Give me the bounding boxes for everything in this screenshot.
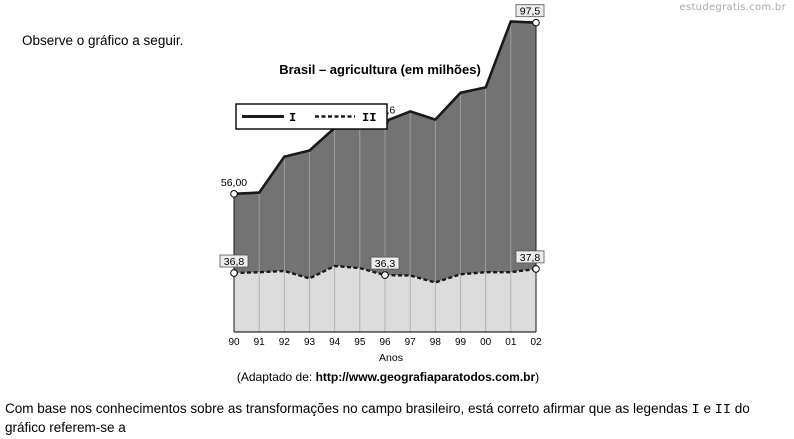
data-label-box <box>515 250 545 264</box>
data-marker <box>230 269 238 277</box>
x-tick-label: 95 <box>354 337 366 348</box>
chart-legend: I II <box>235 103 388 130</box>
data-label: 36,8 <box>224 256 245 268</box>
x-tick-label: 99 <box>455 337 467 348</box>
x-axis-label: Anos <box>379 352 403 364</box>
data-marker <box>532 18 540 27</box>
x-tick-label: 90 <box>228 337 240 348</box>
x-tick-label: 96 <box>379 337 391 348</box>
source-suffix: ) <box>535 370 539 384</box>
data-label-box <box>515 4 545 18</box>
legend-label-series-2: II <box>362 111 376 125</box>
x-tick-label: 92 <box>279 337 291 348</box>
data-label: 97,5 <box>520 6 541 18</box>
data-label: 56,00 <box>221 177 247 189</box>
question-part-2: e <box>699 401 715 416</box>
x-tick-label: 00 <box>480 337 492 348</box>
question-part-1: Com base nos conhecimentos sobre as tran… <box>5 401 692 416</box>
source-note: (Adaptado de: http://www.geografiaparato… <box>237 370 539 384</box>
x-tick-label: 93 <box>304 337 316 348</box>
x-tick-label: 97 <box>405 337 417 348</box>
data-marker <box>381 271 389 279</box>
data-label: 36,3 <box>375 258 396 270</box>
question-part-3: do gráfico referem-se a <box>5 401 750 435</box>
legend-ref-2: II <box>714 403 731 418</box>
source-url: http://www.geografiaparatodos.com.br <box>316 370 536 384</box>
question-text: Com base nos conhecimentos sobre as tran… <box>5 400 790 436</box>
x-tick-label: 91 <box>254 337 266 348</box>
data-marker <box>532 265 540 273</box>
legend-label-series-1: I <box>289 111 296 125</box>
data-marker <box>230 190 238 198</box>
x-tick-label: 01 <box>505 337 517 348</box>
plot-area: 9091929394959697989900010256,0073,697,53… <box>219 4 545 348</box>
x-tick-label: 98 <box>430 337 442 348</box>
legend-ref-1: I <box>691 403 700 418</box>
x-tick-label: 02 <box>530 337 542 348</box>
site-watermark: estudegratis.com.br <box>679 2 786 13</box>
agriculture-area-chart: Brasil – agricultura (em milhões) 90 91 92… <box>219 4 545 384</box>
data-label-box <box>370 256 400 270</box>
intro-text: Observe o gráfico a seguir. <box>22 33 184 48</box>
chart-title: Brasil – agricultura (em milhões) <box>279 62 481 77</box>
data-label: 37,8 <box>520 252 541 264</box>
source-prefix: (Adaptado de: <box>237 370 316 384</box>
data-label-box <box>219 254 249 268</box>
x-tick-label: 94 <box>329 337 341 348</box>
